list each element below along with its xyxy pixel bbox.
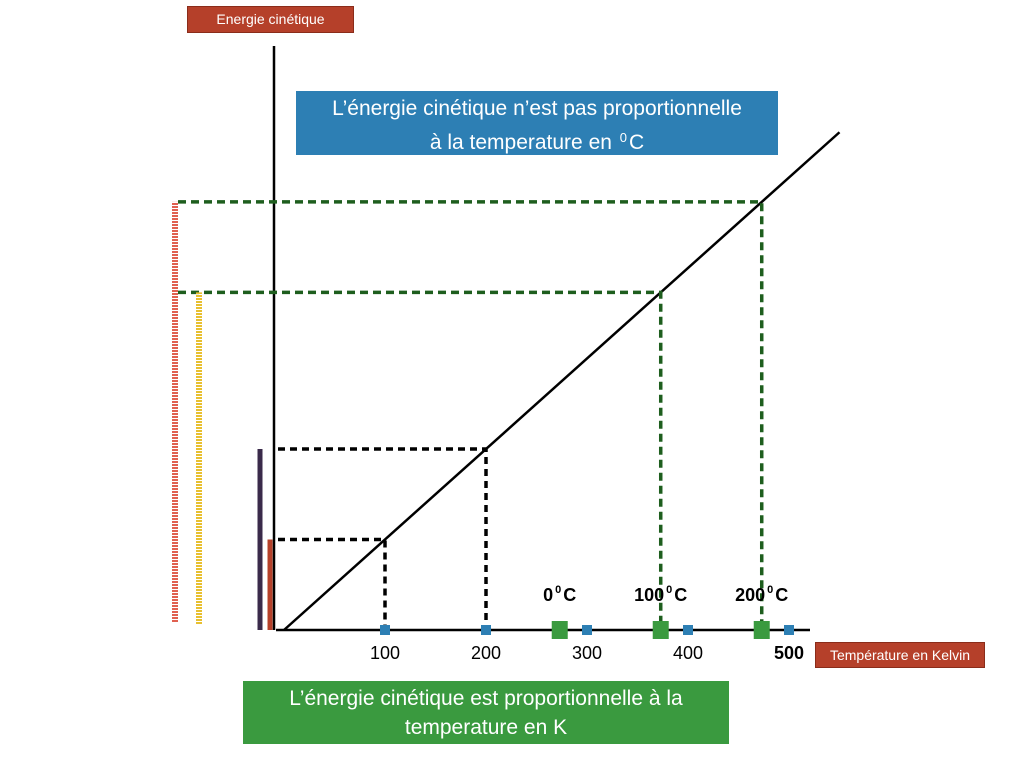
celsius-annotation: L’énergie cinétique n’est pas proportion… <box>296 91 778 155</box>
x-tick-label: 100 <box>369 643 401 663</box>
kelvin-annotation-line1: L’énergie cinétique est proportionnelle … <box>289 687 683 710</box>
kelvin-marker <box>582 625 592 635</box>
kelvin-guide-line <box>278 447 488 630</box>
celsius-annotation-line2: à la temperature en 0C <box>296 123 778 157</box>
celsius-marker <box>551 621 568 639</box>
degree-superscript: 0 <box>555 584 562 596</box>
celsius-marker <box>652 621 669 639</box>
x-axis-title: Température en Kelvin <box>815 642 985 668</box>
kelvin-annotation: L’énergie cinétique est proportionnelle … <box>243 681 729 744</box>
celsius-tick-unit: C <box>563 585 577 605</box>
kelvin-marker <box>380 625 390 635</box>
kelvin-marker <box>481 625 491 635</box>
celsius-annotation-unit: C <box>629 131 645 154</box>
celsius-tick-unit: C <box>674 585 688 605</box>
celsius-marker <box>753 621 770 639</box>
celsius-tick-label: 200 0 C <box>722 584 802 606</box>
celsius-tick-unit: C <box>775 585 789 605</box>
celsius-guide-line <box>178 290 663 630</box>
kelvin-marker <box>683 625 693 635</box>
degree-superscript: 0 <box>666 584 673 596</box>
kelvin-marker <box>784 625 794 635</box>
celsius-annotation-line2-text: à la temperature en <box>429 131 618 154</box>
celsius-tick-value: 200 <box>735 585 766 605</box>
x-tick-label: 400 <box>672 643 704 663</box>
energy-line <box>283 131 841 631</box>
x-tick-label: 200 <box>470 643 502 663</box>
celsius-guide-line <box>178 200 764 630</box>
celsius-annotation-line1: L’énergie cinétique n’est pas proportion… <box>332 97 742 120</box>
celsius-tick-value: 100 <box>634 585 665 605</box>
celsius-tick-label: 100 0 C <box>621 584 701 606</box>
x-tick-label: 500 <box>773 643 805 663</box>
x-tick-label: 300 <box>571 643 603 663</box>
kelvin-annotation-line2: temperature en K <box>404 716 568 739</box>
y-axis-title: Energie cinétique <box>187 6 354 33</box>
degree-superscript: 0 <box>619 130 627 145</box>
degree-superscript: 0 <box>767 584 774 596</box>
celsius-tick-value: 0 <box>543 585 554 605</box>
